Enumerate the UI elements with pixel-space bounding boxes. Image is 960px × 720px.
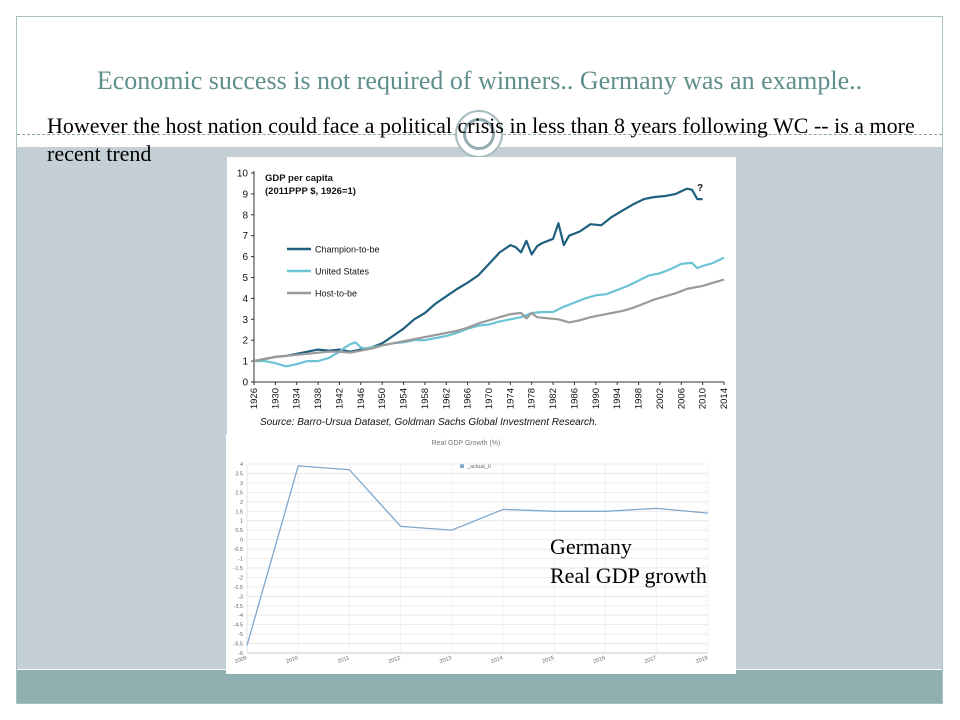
- chart-title: GDP per capita: [265, 173, 334, 184]
- y-tick-label: -1.5: [234, 566, 243, 572]
- decorative-circle-inner: [463, 118, 495, 150]
- x-tick-label: 1998: [634, 388, 645, 409]
- x-tick-label: 1974: [505, 388, 516, 409]
- x-tick-label: 2006: [676, 388, 687, 409]
- x-tick-label: 2018: [695, 655, 709, 665]
- x-tick-label: 1950: [377, 388, 388, 409]
- y-tick-label: -4.5: [234, 623, 243, 629]
- x-tick-label: 1934: [292, 388, 303, 409]
- y-tick-label: 4: [240, 462, 243, 468]
- caption-line-2: Real GDP growth: [550, 563, 707, 588]
- x-tick-label: 1970: [484, 388, 495, 409]
- y-tick-label: 1: [242, 357, 248, 368]
- x-tick-label: 1978: [527, 388, 538, 409]
- x-tick-label: 1990: [591, 388, 602, 409]
- x-tick-label: 2015: [541, 655, 555, 665]
- x-tick-label: 1966: [463, 388, 474, 409]
- x-tick-label: 2010: [698, 388, 709, 409]
- subtitle-text: However the host nation could face a pol…: [47, 113, 915, 166]
- x-tick-label: 2014: [719, 388, 730, 409]
- y-tick-label: -4: [238, 613, 243, 619]
- slide-title: Economic success is not required of winn…: [96, 66, 863, 95]
- y-tick-label: 3: [240, 481, 243, 487]
- chart-title: Real GDP Growth (%): [432, 440, 501, 447]
- legend-label-1: United States: [315, 267, 370, 277]
- y-tick-label: -2.5: [234, 585, 243, 591]
- real-gdp-growth-chart: Real GDP Growth (%) _actual_0 4 3.5 3 2.5 2 1.5…: [226, 434, 736, 674]
- y-tick-label: -6: [238, 651, 243, 657]
- x-tick-label: 1938: [313, 388, 324, 409]
- y-tick-label: 8: [242, 210, 248, 221]
- x-tick-label: 2002: [655, 388, 666, 409]
- growth-line: [246, 465, 709, 646]
- x-tick-label: 1958: [420, 388, 431, 409]
- y-tick-label: -5: [238, 632, 243, 638]
- series-line-2: [253, 278, 725, 363]
- x-tick-label: 2014: [490, 655, 504, 665]
- gdp-per-capita-chart: 0 1 2 3 4 5 6 7 8 9 10 1926 1930 1934 1938 1942 1946 1950…: [227, 157, 736, 439]
- x-tick-label: 1930: [270, 388, 281, 409]
- x-tick-label: 2013: [439, 655, 453, 665]
- x-tick-label: 2010: [285, 655, 299, 665]
- x-tick-label: 2012: [388, 655, 402, 665]
- legend-swatch: [460, 464, 464, 468]
- x-tick-label: 1986: [569, 388, 580, 409]
- caption-line-1: Germany: [550, 534, 632, 559]
- x-tick-label: 2016: [593, 655, 607, 665]
- y-tick-label: -1: [238, 557, 243, 563]
- x-tick-label: 1994: [612, 388, 623, 409]
- legend-label: _actual_0: [466, 464, 491, 470]
- y-tick-label: 2: [240, 500, 243, 506]
- y-tick-label: 6: [242, 252, 248, 263]
- x-tick-label: 1982: [548, 388, 559, 409]
- y-tick-label: 10: [237, 169, 249, 180]
- y-tick-label: 1: [240, 519, 243, 525]
- x-tick-label: 1942: [334, 388, 345, 409]
- y-tick-label: 0: [240, 538, 243, 544]
- series-line-0: [253, 187, 703, 363]
- footer-band: [17, 670, 942, 703]
- y-tick-label: -3.5: [234, 604, 243, 610]
- y-tick-label: 9: [242, 189, 248, 200]
- real-gdp-growth-svg: Real GDP Growth (%) _actual_0 4 3.5 3 2.5 2 1.5…: [234, 440, 709, 665]
- y-tick-label: 1.5: [235, 509, 243, 515]
- y-tick-label: 4: [242, 294, 248, 305]
- x-tick-label: 1962: [441, 388, 452, 409]
- legend-label-0: Champion-to-be: [315, 245, 380, 255]
- x-tick-label: 1946: [356, 388, 367, 409]
- x-tick-label: 2017: [644, 655, 658, 665]
- germany-caption: Germany Real GDP growth: [550, 532, 707, 590]
- x-tick-label: 2009: [234, 655, 248, 665]
- y-tick-label: 0: [242, 378, 248, 389]
- chart-subtitle: (2011PPP $, 1926=1): [265, 186, 356, 197]
- y-tick-label: -3: [238, 594, 243, 600]
- legend-label-2: Host-to-be: [315, 289, 357, 299]
- y-tick-label: 5: [242, 273, 248, 284]
- y-tick-label: 2: [242, 336, 248, 347]
- x-tick-label: 2011: [337, 655, 350, 665]
- x-tick-label: 1954: [399, 388, 410, 409]
- y-tick-label: -5.5: [234, 642, 243, 648]
- y-tick-label: 7: [242, 231, 248, 242]
- y-tick-label: -0.5: [234, 547, 243, 553]
- slide-frame: [16, 16, 943, 704]
- y-tick-label: 0.5: [235, 528, 243, 534]
- chart-source: Source: Barro-Ursua Dataset, Goldman Sac…: [260, 417, 597, 428]
- question-annotation: ?: [697, 183, 703, 194]
- gdp-per-capita-svg: 0 1 2 3 4 5 6 7 8 9 10 1926 1930 1934 1938 1942 1946 1950…: [237, 169, 730, 429]
- y-tick-label: 3: [242, 315, 248, 326]
- x-tick-label: 1926: [249, 388, 260, 409]
- y-tick-label: 2.5: [235, 490, 243, 496]
- y-tick-label: -2: [238, 575, 243, 581]
- y-tick-label: 3.5: [235, 471, 243, 477]
